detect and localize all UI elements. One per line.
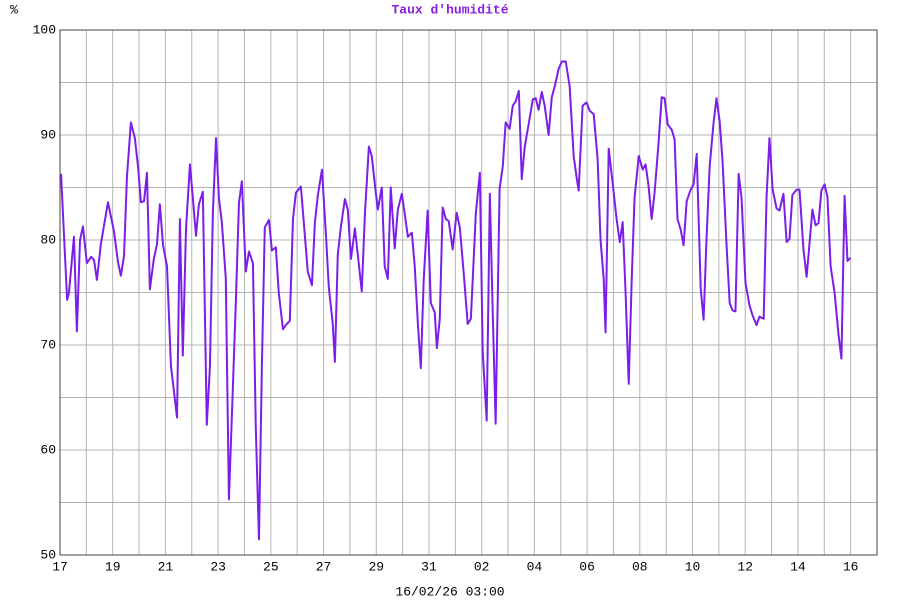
y-tick-label: 80 — [40, 232, 56, 247]
x-tick-label: 10 — [685, 559, 701, 574]
y-tick-label: 60 — [40, 442, 56, 457]
x-tick-label: 27 — [316, 559, 332, 574]
chart-title: Taux d'humidité — [391, 2, 508, 17]
y-tick-label: 70 — [40, 337, 56, 352]
data-line — [60, 60, 852, 541]
y-tick-label: 100 — [33, 22, 56, 37]
x-tick-label: 08 — [632, 559, 648, 574]
x-tick-label: 04 — [527, 559, 543, 574]
y-axis-unit: % — [10, 2, 18, 17]
y-tick-label: 90 — [40, 127, 56, 142]
x-tick-label: 25 — [263, 559, 279, 574]
plot-frame — [59, 29, 878, 556]
x-tick-label: 29 — [368, 559, 384, 574]
x-tick-label: 12 — [737, 559, 753, 574]
y-tick-label: 50 — [40, 547, 56, 562]
x-tick-label: 21 — [158, 559, 174, 574]
x-tick-label: 14 — [790, 559, 806, 574]
x-tick-label: 17 — [52, 559, 68, 574]
x-tick-label: 31 — [421, 559, 437, 574]
x-tick-label: 23 — [210, 559, 226, 574]
x-tick-label: 19 — [105, 559, 121, 574]
x-tick-label: 16 — [843, 559, 859, 574]
x-tick-label: 06 — [579, 559, 595, 574]
x-axis-label: 16/02/26 03:00 — [395, 584, 504, 599]
x-tick-label: 02 — [474, 559, 490, 574]
